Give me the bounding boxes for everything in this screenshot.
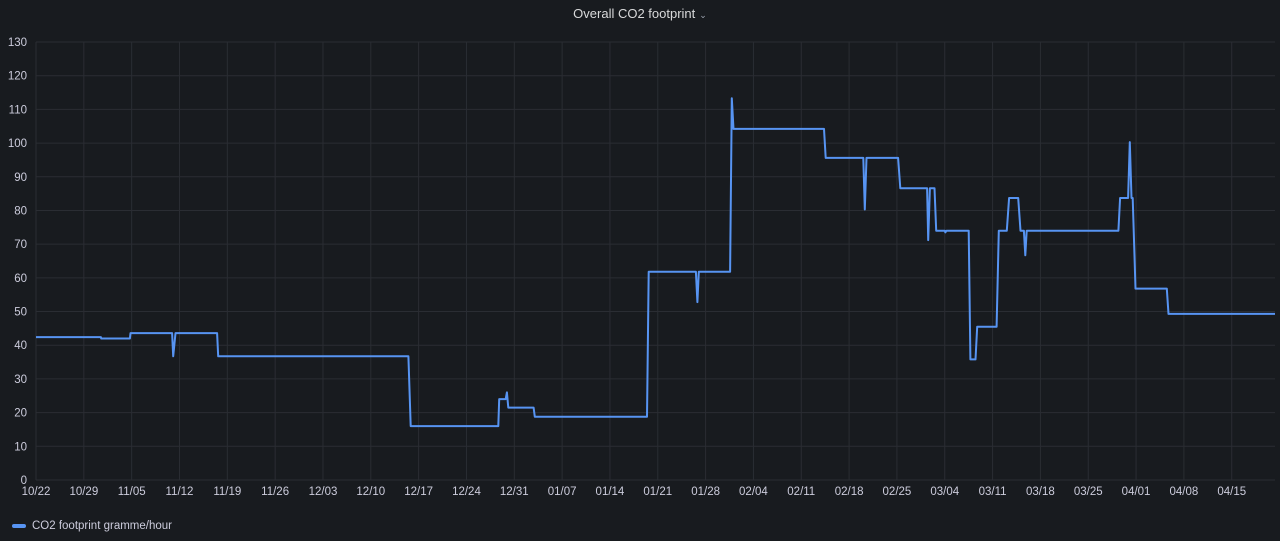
x-tick-label: 04/01 [1122,486,1151,498]
x-tick-label: 10/29 [69,486,98,498]
x-tick-label: 12/24 [452,486,481,498]
x-tick-label: 03/11 [979,486,1007,498]
x-tick-label: 11/12 [166,486,194,498]
x-tick-label: 02/04 [739,486,768,498]
x-tick-label: 01/14 [596,486,625,498]
x-tick-label: 01/28 [691,486,720,498]
y-tick-label: 40 [14,340,27,352]
x-tick-label: 11/05 [118,486,146,498]
y-tick-label: 90 [14,172,27,184]
y-tick-label: 100 [8,138,27,150]
y-tick-label: 80 [14,205,27,217]
x-tick-label: 04/15 [1217,486,1246,498]
x-tick-label: 02/11 [787,486,815,498]
y-tick-label: 60 [14,273,27,285]
x-tick-label: 12/03 [309,486,338,498]
x-tick-label: 02/18 [835,486,864,498]
x-tick-label: 04/08 [1170,486,1199,498]
panel-title-text[interactable]: Overall CO2 footprint [573,6,696,21]
y-tick-label: 120 [8,71,27,83]
x-tick-label: 02/25 [883,486,912,498]
x-tick-label: 11/19 [213,486,241,498]
y-tick-label: 130 [8,37,27,49]
x-tick-label: 01/21 [643,486,672,498]
y-tick-label: 0 [21,475,27,487]
x-tick-label: 12/10 [356,486,385,498]
x-tick-label: 12/17 [404,486,433,498]
series-line [36,97,1275,428]
legend-label: CO2 footprint gramme/hour [32,520,172,532]
x-tick-label: 03/18 [1026,486,1055,498]
x-tick-label: 11/26 [261,486,289,498]
chevron-down-icon[interactable]: ⌄ [699,10,707,20]
x-tick-label: 12/31 [500,486,529,498]
legend-swatch [12,524,26,528]
y-tick-label: 110 [9,104,27,116]
x-tick-label: 01/07 [548,486,577,498]
y-tick-label: 70 [14,239,27,251]
x-tick-label: 03/25 [1074,486,1103,498]
y-tick-label: 10 [14,441,27,453]
x-tick-label: 10/22 [22,486,51,498]
x-tick-label: 03/04 [930,486,959,498]
y-tick-label: 20 [14,408,27,420]
panel-title[interactable]: Overall CO2 footprint ⌄ [0,6,1280,21]
legend-item[interactable]: CO2 footprint gramme/hour [12,520,172,532]
y-tick-label: 50 [14,307,27,319]
y-tick-label: 30 [14,374,27,386]
